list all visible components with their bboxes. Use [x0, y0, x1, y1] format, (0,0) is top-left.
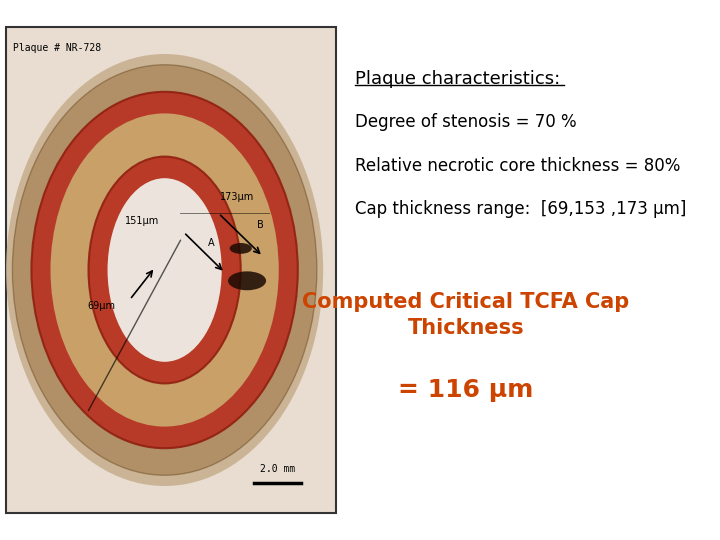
Text: 151μm: 151μm [125, 216, 160, 226]
Text: = 116 μm: = 116 μm [398, 378, 534, 402]
Text: A: A [207, 238, 214, 248]
Text: Plaque # NR-728: Plaque # NR-728 [13, 43, 101, 53]
Text: 69μm: 69μm [87, 301, 115, 312]
Text: 173μm: 173μm [220, 192, 255, 202]
Text: Cap thickness range:  [69,153 ,173 μm]: Cap thickness range: [69,153 ,173 μm] [355, 200, 686, 218]
Ellipse shape [230, 243, 252, 254]
Text: Degree of stenosis = 70 %: Degree of stenosis = 70 % [355, 113, 577, 131]
Ellipse shape [12, 65, 317, 475]
Ellipse shape [32, 92, 298, 448]
Ellipse shape [228, 271, 266, 291]
Text: Relative necrotic core thickness = 80%: Relative necrotic core thickness = 80% [355, 157, 680, 174]
Ellipse shape [89, 157, 240, 383]
Ellipse shape [50, 113, 279, 427]
Ellipse shape [6, 54, 323, 486]
Text: 2.0 mm: 2.0 mm [260, 463, 295, 474]
Text: Computed Critical TCFA Cap
Thickness: Computed Critical TCFA Cap Thickness [302, 292, 630, 338]
Ellipse shape [107, 178, 222, 362]
Text: B: B [256, 220, 264, 231]
Text: Plaque characteristics:: Plaque characteristics: [355, 70, 560, 88]
FancyBboxPatch shape [6, 27, 336, 513]
